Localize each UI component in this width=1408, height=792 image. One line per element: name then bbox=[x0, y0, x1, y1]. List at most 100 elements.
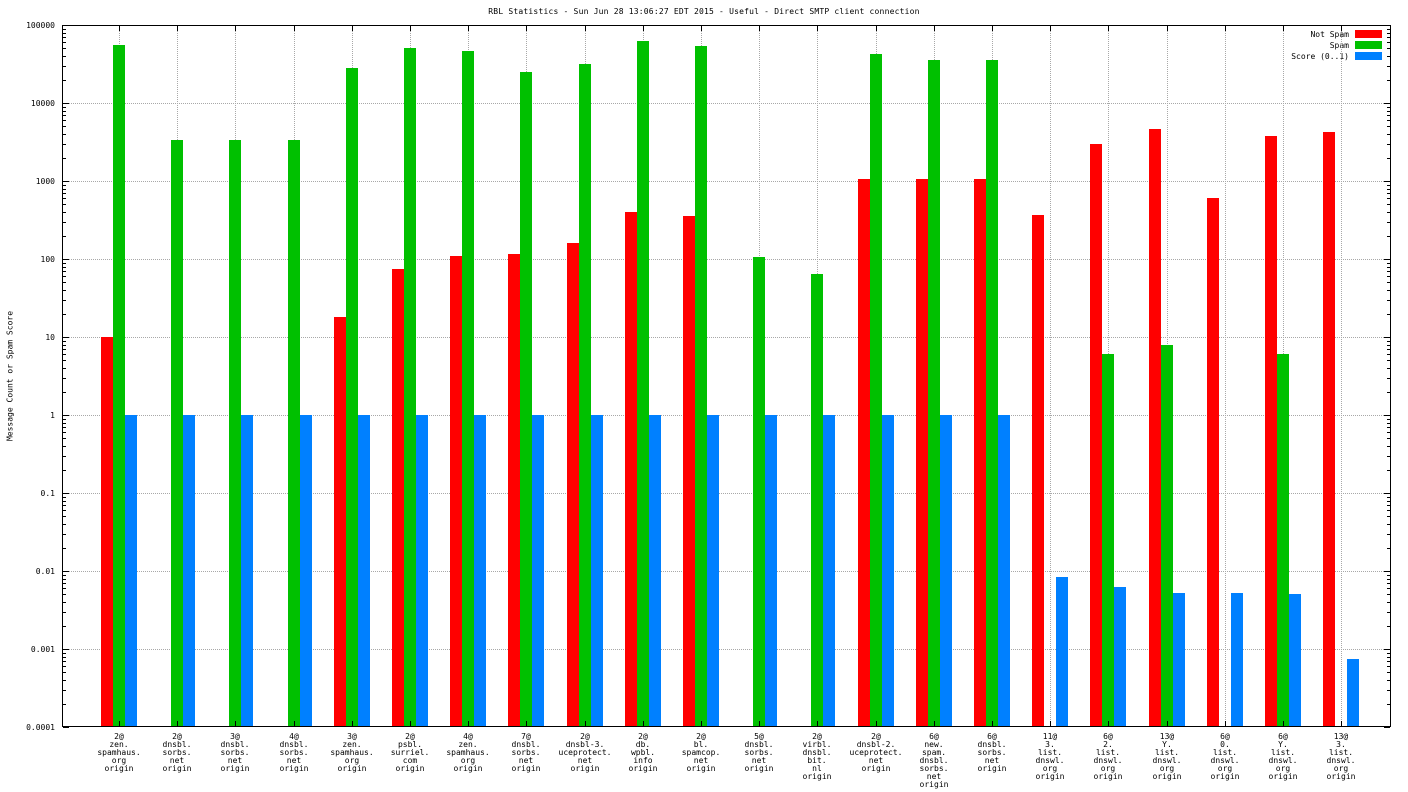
y-minor-tick bbox=[1387, 204, 1390, 205]
bar-not-spam bbox=[974, 179, 986, 726]
y-tick-label: 10000 bbox=[30, 99, 55, 108]
bar-not-spam bbox=[1032, 215, 1044, 726]
bar-spam bbox=[637, 41, 649, 726]
v-gridline bbox=[1341, 26, 1342, 726]
x-tick bbox=[1225, 26, 1226, 31]
y-major-tick bbox=[1384, 415, 1390, 416]
x-tick bbox=[352, 26, 353, 31]
y-major-tick bbox=[1384, 25, 1390, 26]
x-tick bbox=[817, 721, 818, 726]
y-minor-tick bbox=[1387, 524, 1390, 525]
bar-score-0-1 bbox=[591, 415, 603, 726]
y-minor-tick bbox=[1387, 290, 1390, 291]
y-minor-tick bbox=[63, 236, 66, 237]
legend-swatch-not-spam bbox=[1355, 30, 1382, 38]
bar-score-0-1 bbox=[125, 415, 137, 726]
x-tick bbox=[585, 721, 586, 726]
bar-spam bbox=[520, 72, 532, 726]
y-axis-title: Message Count or Spam Score bbox=[5, 310, 15, 442]
y-minor-tick bbox=[1387, 510, 1390, 511]
x-tick bbox=[876, 721, 877, 726]
y-minor-tick bbox=[1387, 56, 1390, 57]
h-gridline bbox=[63, 571, 1390, 572]
y-minor-tick bbox=[63, 56, 66, 57]
y-major-tick bbox=[1384, 727, 1390, 728]
y-minor-tick bbox=[1387, 497, 1390, 498]
bar-spam bbox=[1161, 345, 1173, 726]
y-minor-tick bbox=[1387, 42, 1390, 43]
y-minor-tick bbox=[1387, 263, 1390, 264]
y-minor-tick bbox=[63, 704, 66, 705]
h-gridline bbox=[63, 337, 1390, 338]
y-tick-label: 100 bbox=[40, 255, 55, 264]
x-tick-label: 6@ 2. list. dnswl. org origin bbox=[1093, 732, 1123, 781]
y-minor-tick bbox=[1387, 222, 1390, 223]
bar-not-spam bbox=[334, 317, 346, 726]
x-tick bbox=[294, 721, 295, 726]
x-tick-label: 13@ Y. list. dnswl. org origin bbox=[1152, 732, 1182, 781]
y-minor-tick bbox=[63, 657, 66, 658]
bar-not-spam bbox=[508, 254, 520, 726]
bar-score-0-1 bbox=[823, 415, 835, 726]
h-gridline bbox=[63, 259, 1390, 260]
y-minor-tick bbox=[63, 432, 66, 433]
bar-spam bbox=[346, 68, 358, 726]
y-minor-tick bbox=[1387, 120, 1390, 121]
y-minor-tick bbox=[63, 204, 66, 205]
bar-not-spam bbox=[1323, 132, 1335, 726]
y-minor-tick bbox=[63, 144, 66, 145]
bar-not-spam bbox=[1265, 136, 1277, 726]
x-tick bbox=[1108, 721, 1109, 726]
y-minor-tick bbox=[63, 548, 66, 549]
bar-score-0-1 bbox=[474, 415, 486, 726]
y-major-tick bbox=[63, 259, 69, 260]
x-tick-label: 2@ virbl. dnsbl. bit. nl origin bbox=[802, 732, 832, 781]
y-minor-tick bbox=[63, 126, 66, 127]
y-minor-tick bbox=[1387, 392, 1390, 393]
h-gridline bbox=[63, 415, 1390, 416]
y-minor-tick bbox=[1387, 126, 1390, 127]
y-minor-tick bbox=[63, 626, 66, 627]
y-minor-tick bbox=[1387, 427, 1390, 428]
y-minor-tick bbox=[63, 575, 66, 576]
x-tick bbox=[1050, 721, 1051, 726]
h-gridline bbox=[63, 103, 1390, 104]
bar-score-0-1 bbox=[1347, 659, 1359, 726]
chart-title: RBL Statistics - Sun Jun 28 13:06:27 EDT… bbox=[488, 7, 920, 16]
y-minor-tick bbox=[1387, 271, 1390, 272]
y-minor-tick bbox=[63, 42, 66, 43]
bar-not-spam bbox=[567, 243, 579, 726]
bar-spam bbox=[928, 60, 940, 726]
y-minor-tick bbox=[1387, 438, 1390, 439]
bar-spam bbox=[404, 48, 416, 726]
y-minor-tick bbox=[63, 510, 66, 511]
bar-not-spam bbox=[683, 216, 695, 726]
x-tick bbox=[1167, 721, 1168, 726]
y-major-tick bbox=[1384, 337, 1390, 338]
legend-label-score: Score (0..1) bbox=[1291, 51, 1349, 61]
legend: Not Spam Spam Score (0..1) bbox=[1291, 29, 1382, 61]
x-tick-label: 2@ dnsbl-2. uceprotect. net origin bbox=[849, 732, 903, 773]
y-major-tick bbox=[1384, 259, 1390, 260]
y-minor-tick bbox=[1387, 33, 1390, 34]
y-minor-tick bbox=[1387, 666, 1390, 667]
y-minor-tick bbox=[1387, 505, 1390, 506]
y-minor-tick bbox=[63, 612, 66, 613]
y-minor-tick bbox=[1387, 354, 1390, 355]
bar-score-0-1 bbox=[1114, 587, 1126, 726]
y-minor-tick bbox=[63, 501, 66, 502]
y-minor-tick bbox=[1387, 107, 1390, 108]
bar-score-0-1 bbox=[998, 415, 1010, 726]
bar-spam bbox=[462, 51, 474, 726]
y-major-tick bbox=[63, 25, 69, 26]
bar-score-0-1 bbox=[532, 415, 544, 726]
x-tick bbox=[352, 721, 353, 726]
bar-score-0-1 bbox=[1231, 593, 1243, 726]
y-minor-tick bbox=[63, 271, 66, 272]
x-tick bbox=[1283, 721, 1284, 726]
y-minor-tick bbox=[63, 360, 66, 361]
y-minor-tick bbox=[63, 690, 66, 691]
legend-label-not-spam: Not Spam bbox=[1310, 29, 1349, 39]
y-major-tick bbox=[1384, 103, 1390, 104]
